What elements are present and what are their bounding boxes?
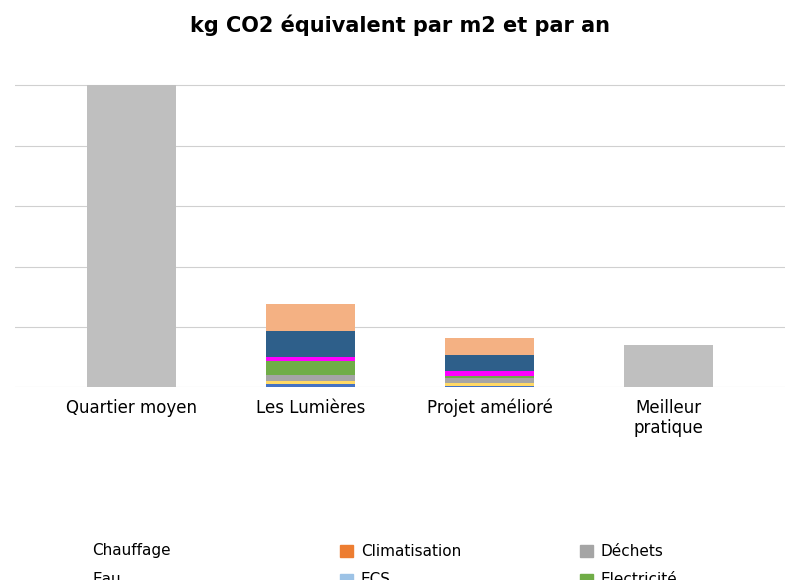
Bar [266, 375, 355, 381]
Bar [266, 381, 355, 385]
Bar [266, 357, 355, 361]
Text: Electricité: Electricité [601, 572, 678, 580]
Bar [266, 361, 355, 375]
Text: Eau: Eau [92, 572, 121, 580]
Bar [445, 338, 534, 354]
Bar [445, 383, 534, 386]
Bar [266, 331, 355, 357]
Text: Déchets: Déchets [601, 543, 664, 559]
Bar [266, 304, 355, 331]
Bar [445, 354, 534, 371]
Bar [266, 385, 355, 387]
Bar [445, 378, 534, 383]
Text: Climatisation: Climatisation [361, 543, 461, 559]
Bar [445, 371, 534, 376]
Bar [445, 376, 534, 378]
Text: Chauffage: Chauffage [92, 543, 170, 559]
Bar [624, 345, 714, 387]
Text: ECS: ECS [361, 572, 390, 580]
Bar [86, 85, 176, 387]
Bar [445, 386, 534, 387]
Title: kg CO2 équivalent par m2 et par an: kg CO2 équivalent par m2 et par an [190, 15, 610, 37]
